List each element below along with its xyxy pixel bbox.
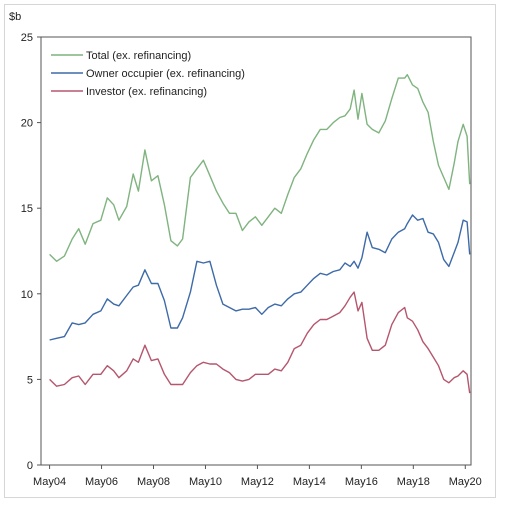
x-tick-label: May08 [137,476,170,488]
y-tick-label: 20 [21,118,33,130]
x-tick-label: May14 [293,476,326,488]
line-chart: 0 5 10 15 20 25 May04 May06 May08 May10 May12 May14… [9,11,482,488]
y-tick-label: 0 [27,460,33,472]
x-tick-label: May16 [345,476,378,488]
y-axis-label: $b [9,11,21,23]
y-tick-label: 5 [27,374,33,386]
x-tick-label: May18 [397,476,430,488]
legend-label: Investor (ex. refinancing) [86,86,207,98]
legend-label: Owner occupier (ex. refinancing) [86,68,245,80]
x-tick-label: May04 [33,476,66,488]
y-tick-label: 10 [21,289,33,301]
legend-label: Total (ex. refinancing) [86,50,191,62]
x-tick-label: May06 [85,476,118,488]
chart-series [49,74,471,394]
y-tick-label: 25 [21,32,33,44]
chart-frame: 0 5 10 15 20 25 May04 May06 May08 May10 May12 May14… [4,4,496,498]
y-tick-label: 15 [21,203,33,215]
x-tick-label: May20 [449,476,482,488]
series-line-3 [49,291,471,394]
chart-legend: Total (ex. refinancing) Owner occupier (e… [51,50,245,98]
x-tick-label: May10 [189,476,222,488]
series-line-1 [49,74,471,262]
chart-axes: 0 5 10 15 20 25 May04 May06 May08 May10 May12 May14… [21,32,482,488]
series-line-2 [49,214,471,341]
x-tick-label: May12 [241,476,274,488]
plot-border [40,36,472,466]
